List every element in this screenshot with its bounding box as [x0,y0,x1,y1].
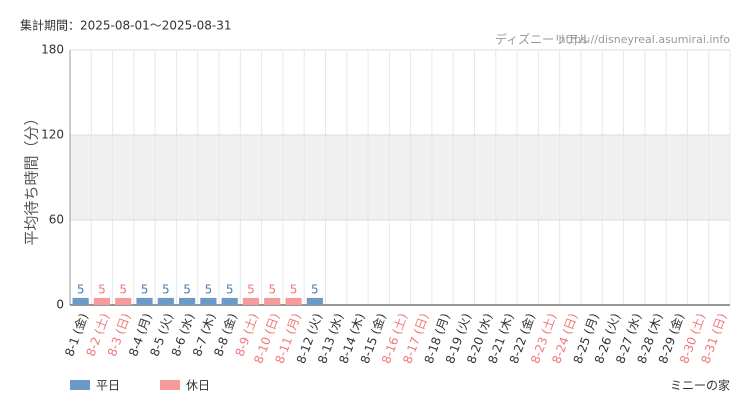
bar [115,297,132,305]
data-label: 5 [141,282,149,296]
bar [306,297,323,305]
data-label: 5 [77,282,85,296]
bar [200,297,217,305]
data-label: 5 [247,282,255,296]
data-label: 5 [290,282,298,296]
data-label: 5 [162,282,170,296]
bar [242,297,260,305]
legend-swatch [160,380,180,390]
source-url: https://disneyreal.asumirai.info [559,33,731,46]
bar [136,297,153,305]
y-tick-label: 180 [41,43,64,57]
legend-label: 平日 [96,379,120,393]
y-tick-label: 120 [41,128,64,142]
y-tick-label: 60 [49,213,64,227]
period: 集計期間：2025-08-01～2025-08-31 [20,18,231,33]
bar [221,297,238,305]
legend-swatch [70,380,90,390]
source-name: ディズニーリアル [495,32,590,47]
data-label: 5 [183,282,191,296]
data-label: 5 [98,282,106,296]
footer: ミニーの家 [670,378,730,393]
data-label: 5 [268,282,276,296]
data-label: 5 [119,282,127,296]
bar [93,297,111,305]
data-label: 5 [311,282,319,296]
bar [157,297,174,305]
y-axis-label: 平均待ち時間（分） [23,110,41,245]
data-label: 5 [226,282,234,296]
legend-label: 休日 [186,379,210,393]
data-label: 5 [205,282,213,296]
bar [264,297,281,305]
bar [72,297,89,305]
y-tick-label: 0 [56,298,64,312]
shaded-band [70,135,730,220]
bar [285,297,302,305]
bar [179,297,196,305]
